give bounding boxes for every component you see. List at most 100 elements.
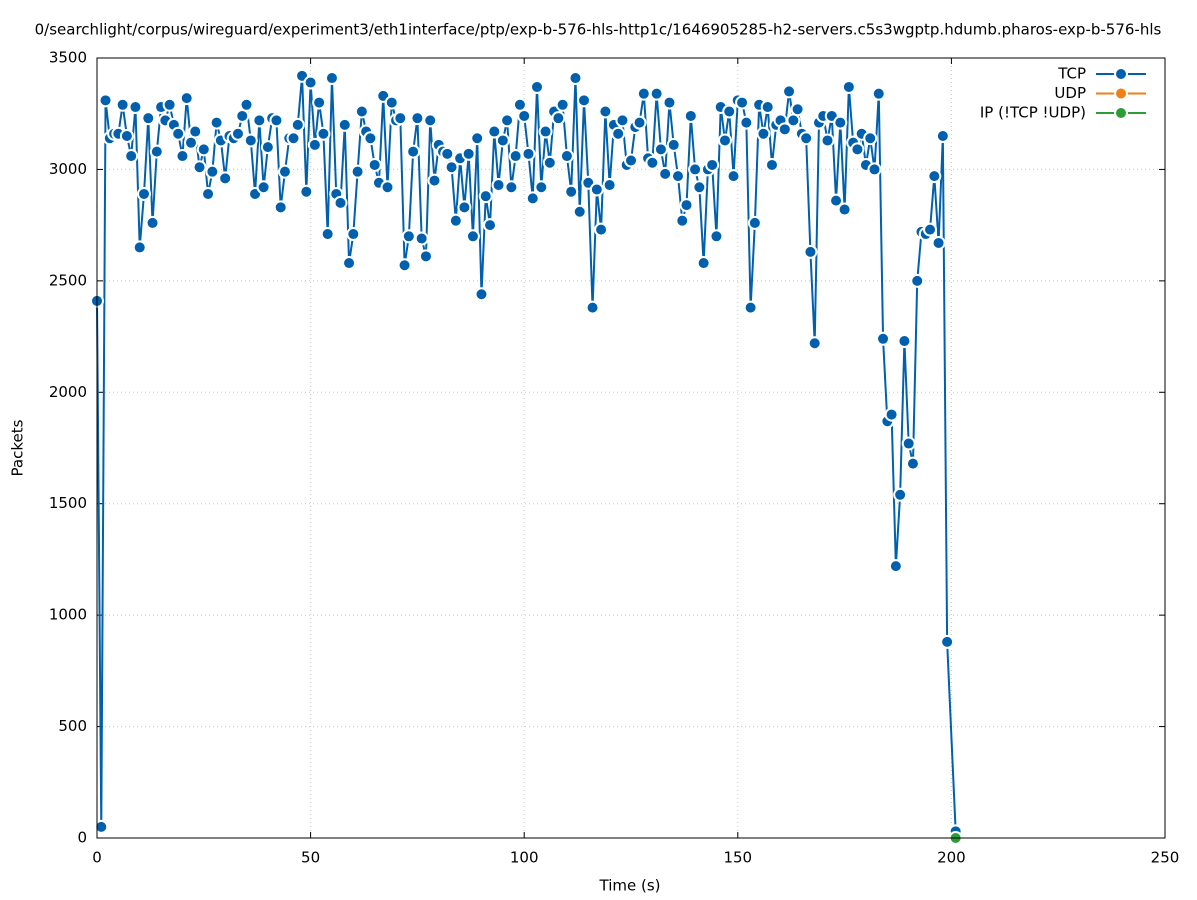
data-point [568, 71, 583, 86]
data-point [559, 149, 574, 164]
data-point [277, 164, 292, 179]
data-point [230, 126, 245, 141]
data-point [243, 133, 258, 148]
data-point [312, 95, 327, 110]
data-point [521, 146, 536, 161]
data-point [299, 184, 314, 199]
data-point [722, 104, 737, 119]
data-point [841, 79, 856, 94]
y-tick-label: 1000 [49, 606, 87, 624]
data-point [777, 122, 792, 137]
data-point [201, 186, 216, 201]
data-point [645, 155, 660, 170]
data-point [905, 456, 920, 471]
data-point [119, 129, 134, 143]
data-point [115, 97, 130, 112]
data-point [427, 173, 442, 188]
data-point [662, 95, 677, 110]
data-point [500, 113, 515, 128]
data-point [470, 131, 485, 146]
data-point [683, 108, 698, 123]
data-point [923, 222, 938, 237]
legend-label: IP (!TCP !UDP) [980, 104, 1086, 122]
data-point [256, 180, 271, 195]
data-point [393, 111, 408, 126]
data-point [478, 189, 493, 204]
data-point [940, 634, 955, 649]
data-point [863, 131, 878, 146]
data-point [747, 215, 762, 230]
data-point [666, 137, 681, 152]
data-point [585, 300, 600, 315]
y-tick-label: 1500 [49, 494, 87, 512]
data-point [692, 180, 707, 195]
x-tick-label: 200 [937, 849, 966, 867]
data-point [307, 137, 322, 152]
data-point [290, 117, 305, 132]
data-point [653, 142, 668, 157]
data-point [423, 113, 438, 128]
y-tick-label: 2500 [49, 271, 87, 289]
data-point [675, 213, 690, 228]
x-axis-label: Time (s) [599, 877, 661, 895]
y-tick-label: 3500 [49, 49, 87, 67]
data-point [410, 111, 425, 126]
data-point [316, 126, 331, 141]
data-point [141, 111, 156, 126]
data-point [534, 180, 549, 195]
data-point [803, 244, 818, 259]
data-point [171, 126, 186, 141]
data-point [145, 215, 160, 230]
data-point [273, 200, 288, 215]
data-point [350, 164, 365, 179]
data-point [611, 126, 626, 141]
data-point [98, 93, 113, 108]
data-point [764, 157, 779, 172]
data-point [401, 229, 416, 244]
data-point [260, 140, 275, 155]
legend-label: UDP [1054, 84, 1086, 102]
data-point [474, 287, 489, 302]
data-point [602, 178, 617, 193]
data-point [94, 819, 109, 834]
data-point [910, 273, 925, 288]
data-point [538, 124, 553, 139]
data-point [658, 166, 673, 181]
x-tick-label: 0 [92, 849, 102, 867]
legend-marker [1114, 86, 1128, 101]
plot-frame [96, 57, 1166, 839]
data-point [735, 95, 750, 110]
data-point [342, 256, 357, 271]
plot-area [90, 68, 963, 845]
data-point [286, 131, 301, 146]
data-point [380, 180, 395, 195]
data-point [927, 169, 942, 184]
data-point [188, 124, 203, 139]
data-point [367, 157, 382, 172]
data-point [448, 213, 463, 228]
data-point [418, 249, 433, 264]
data-point [871, 86, 886, 101]
data-point [132, 240, 147, 255]
data-point [269, 113, 284, 128]
data-point [136, 186, 151, 201]
y-tick-label: 3000 [49, 160, 87, 178]
data-point [179, 91, 194, 106]
data-point [782, 84, 797, 99]
data-point [709, 229, 724, 244]
data-point [760, 100, 775, 115]
data-point [525, 191, 540, 206]
legend-marker [1114, 67, 1128, 81]
data-point [303, 75, 318, 90]
data-point [333, 195, 348, 210]
data-point [888, 559, 903, 574]
data-point [717, 133, 732, 148]
data-point [867, 162, 882, 177]
x-tick-label: 50 [301, 849, 320, 867]
data-point [337, 117, 352, 132]
data-point [205, 164, 220, 179]
data-point [495, 133, 510, 148]
data-point [833, 115, 848, 130]
data-point [324, 71, 339, 86]
